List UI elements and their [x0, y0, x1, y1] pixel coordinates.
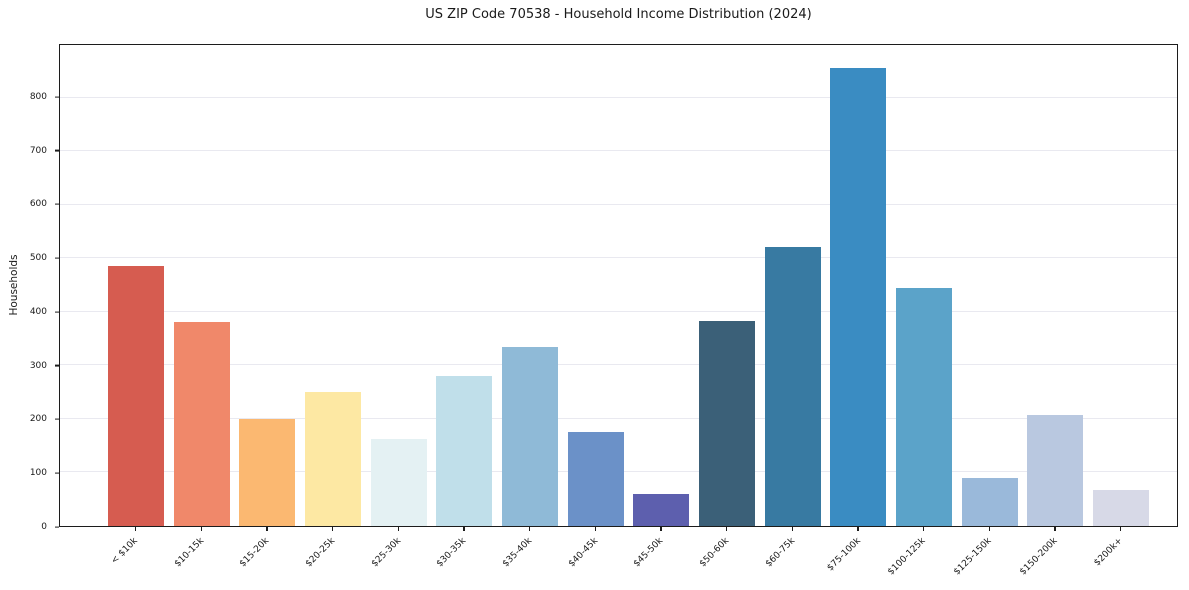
x-tick-mark: [857, 527, 859, 531]
x-tick-mark: [791, 527, 793, 531]
gridline: [60, 364, 1177, 366]
bar: [896, 287, 952, 526]
x-tick-label: $60-75k: [763, 536, 797, 570]
chart-title: US ZIP Code 70538 - Household Income Dis…: [425, 7, 812, 22]
y-tick-label: 800: [29, 91, 47, 102]
x-tick-mark: [200, 527, 202, 531]
y-tick-label: 400: [29, 306, 47, 317]
x-tick-label: $100-125k: [886, 536, 929, 578]
x-tick-mark: [988, 527, 990, 531]
x-tick-label: $30-35k: [435, 536, 469, 570]
x-tick-mark: [923, 527, 925, 531]
x-tick-label: $50-60k: [697, 536, 732, 570]
x-tick-mark: [135, 527, 137, 531]
x-tick-label: $125-150k: [952, 536, 994, 578]
bar: [961, 477, 1018, 526]
plot-area: [59, 44, 1178, 527]
bar: [370, 438, 427, 526]
x-tick-label: $40-45k: [566, 536, 600, 570]
y-tick-label: 600: [29, 199, 47, 210]
x-tick-label: < $10k: [109, 536, 141, 567]
bar: [1093, 489, 1149, 526]
y-tick-label: 0: [41, 522, 47, 532]
gridline: [60, 96, 1177, 98]
x-axis: < $10k $10-15k $15-20k $20-25k $25-30k $30-35…: [59, 527, 1178, 590]
x-tick-label: $75-100k: [825, 536, 863, 574]
x-tick-label: $20-25k: [303, 536, 338, 570]
x-tick-mark: [1120, 527, 1122, 531]
bar: [1027, 415, 1084, 526]
x-tick-mark: [529, 527, 531, 531]
gridline: [60, 417, 1177, 419]
y-tick-mark: [55, 365, 59, 367]
bar: [436, 376, 493, 526]
x-tick-label: $10-15k: [172, 536, 206, 570]
x-tick-label: $200k+: [1092, 536, 1126, 569]
x-tick-mark: [1054, 527, 1056, 531]
bar: [633, 493, 690, 526]
bar: [567, 432, 624, 526]
bar: [108, 266, 164, 526]
x-tick-mark: [660, 527, 662, 531]
bar: [764, 247, 821, 526]
y-tick-mark: [55, 472, 59, 474]
x-tick-mark: [397, 527, 399, 531]
x-tick-label: $35-40k: [500, 536, 535, 570]
x-tick-label: $45-50k: [632, 536, 666, 570]
y-tick-mark: [55, 418, 59, 421]
gridline: [60, 203, 1177, 205]
x-tick-label: $15-20k: [238, 536, 272, 570]
y-axis: 0 100 200 300 400 500 600 700 800: [0, 44, 59, 532]
bar: [239, 418, 296, 526]
x-tick-mark: [726, 527, 728, 531]
y-tick-mark: [55, 203, 59, 205]
x-tick-label: $150-200k: [1018, 536, 1060, 578]
x-tick-mark: [594, 527, 596, 531]
bar: [305, 392, 361, 526]
y-tick-mark: [55, 526, 59, 528]
x-tick-mark: [332, 527, 334, 531]
y-tick-mark: [55, 96, 59, 98]
y-tick-label: 100: [29, 468, 47, 479]
gridline: [60, 310, 1177, 312]
x-tick-label: $25-30k: [369, 536, 403, 570]
x-tick-mark: [463, 527, 465, 531]
y-tick-mark: [55, 149, 59, 152]
y-tick-label: 200: [29, 414, 47, 425]
y-tick-mark: [55, 311, 59, 313]
gridline: [60, 150, 1177, 152]
y-tick-label: 700: [29, 145, 47, 156]
y-tick-mark: [55, 257, 59, 259]
x-tick-mark: [266, 527, 268, 531]
bar: [502, 346, 558, 526]
bar: [173, 322, 230, 526]
bar: [699, 320, 755, 526]
bar: [830, 68, 887, 526]
y-tick-label: 300: [29, 360, 47, 371]
y-tick-label: 500: [29, 253, 47, 264]
gridline: [60, 257, 1177, 259]
